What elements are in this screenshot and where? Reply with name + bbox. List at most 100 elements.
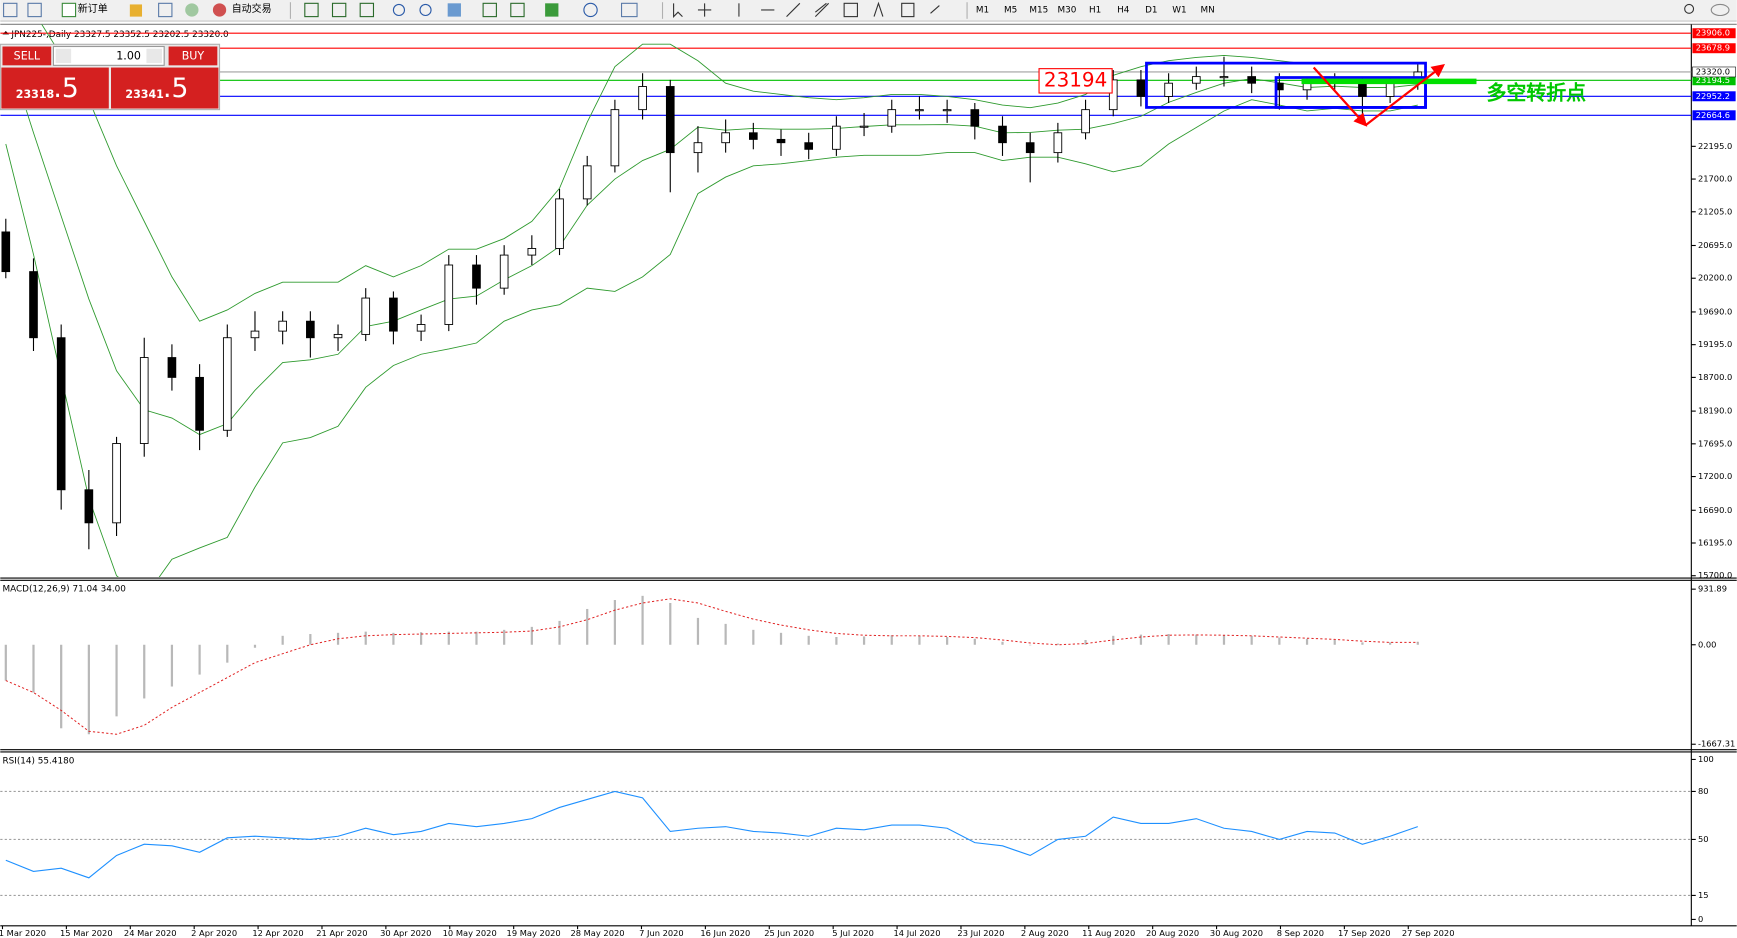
macd-bar xyxy=(1250,635,1253,645)
y-tick-label: 17695.0 xyxy=(1698,438,1732,448)
macd-bar xyxy=(1001,641,1004,645)
x-tick-label: 2 Apr 2020 xyxy=(191,928,237,938)
current-price-label: 23320.0 xyxy=(1696,66,1730,76)
auto-trading-button[interactable]: 自动交易 xyxy=(232,2,272,15)
y-tick-label: 15 xyxy=(1698,890,1709,900)
icon[interactable] xyxy=(901,2,915,18)
candle-body xyxy=(499,254,509,289)
icon[interactable] xyxy=(786,2,801,18)
y-tick-label: 22195.0 xyxy=(1698,141,1732,151)
bid-button[interactable] xyxy=(1,67,109,109)
icon[interactable] xyxy=(212,3,227,17)
candle-body xyxy=(195,376,204,431)
sell-button[interactable] xyxy=(2,46,52,66)
lots-up[interactable] xyxy=(146,48,162,64)
x-tick-label: 10 May 2020 xyxy=(443,928,497,938)
macd-bar xyxy=(1388,642,1392,645)
icon[interactable] xyxy=(158,2,173,18)
icon[interactable] xyxy=(359,2,375,18)
timeframe-button[interactable]: H1 xyxy=(1089,5,1101,15)
timeframe-button[interactable]: M5 xyxy=(1004,5,1017,15)
candle-body xyxy=(306,320,315,339)
icon[interactable] xyxy=(930,5,940,14)
macd-bar xyxy=(807,635,810,645)
search-icon[interactable] xyxy=(1684,3,1695,14)
macd-bar xyxy=(503,629,506,645)
ask-main[interactable]: 23341 xyxy=(125,88,164,101)
level-label: 23678.9 xyxy=(1696,43,1730,53)
candle-body xyxy=(610,109,620,167)
icon[interactable] xyxy=(447,3,461,17)
x-tick-label: 27 Sep 2020 xyxy=(1402,928,1455,938)
icon[interactable] xyxy=(873,1,884,17)
icon[interactable] xyxy=(814,2,830,18)
timeframe-button[interactable]: W1 xyxy=(1172,5,1186,15)
price-box xyxy=(1038,68,1113,94)
macd-bar xyxy=(143,644,146,699)
icon[interactable] xyxy=(673,3,683,18)
icon[interactable] xyxy=(129,4,143,17)
icon[interactable] xyxy=(545,3,559,17)
bid-main[interactable]: 23318 xyxy=(16,88,55,101)
candle-body xyxy=(56,337,66,491)
chat-icon[interactable] xyxy=(1710,3,1730,17)
icon[interactable] xyxy=(3,2,18,18)
candle-body xyxy=(1025,142,1035,154)
macd-bar xyxy=(918,635,921,645)
buy-button[interactable] xyxy=(168,46,218,66)
level-label: 23906.0 xyxy=(1696,28,1730,38)
sell-label[interactable]: SELL xyxy=(14,49,41,62)
buy-label[interactable]: BUY xyxy=(182,49,205,62)
new-order-button[interactable]: 新订单 xyxy=(78,2,108,15)
lots-down[interactable] xyxy=(55,48,72,64)
icon[interactable] xyxy=(419,3,432,17)
timeframe-button[interactable]: M15 xyxy=(1029,5,1048,15)
timeframe-button[interactable]: H4 xyxy=(1117,5,1130,15)
timeframe-button[interactable]: MN xyxy=(1200,5,1214,15)
timeframe-button[interactable]: M30 xyxy=(1058,5,1077,15)
candle-body xyxy=(1053,132,1063,154)
bid-fraction[interactable]: .5 xyxy=(53,73,78,104)
bollinger-upper xyxy=(41,24,1418,322)
macd-bar xyxy=(558,620,561,645)
candle-body xyxy=(1191,76,1201,84)
candle-body xyxy=(555,198,564,249)
icon[interactable] xyxy=(27,2,42,18)
icon[interactable] xyxy=(185,3,199,17)
ask-fraction[interactable]: .5 xyxy=(163,73,188,104)
candle-body xyxy=(804,142,814,150)
candle-body xyxy=(1247,76,1256,84)
macd-bar xyxy=(696,617,700,645)
icon[interactable] xyxy=(304,2,319,18)
icon[interactable] xyxy=(61,2,77,18)
icon[interactable] xyxy=(510,2,525,18)
range-box xyxy=(1145,61,1427,109)
icon[interactable] xyxy=(697,3,712,17)
bollinger-middle xyxy=(5,45,1418,436)
macd-bar xyxy=(973,638,976,645)
macd-bar xyxy=(1029,644,1032,646)
one-click-trading xyxy=(0,43,221,111)
macd-bar xyxy=(1056,643,1059,645)
icon[interactable] xyxy=(392,3,406,17)
candle-body xyxy=(29,271,38,339)
icon[interactable] xyxy=(583,2,598,18)
level-label: 23194.5 xyxy=(1696,75,1730,85)
macd-bar xyxy=(641,595,644,645)
lots-value[interactable]: 1.00 xyxy=(116,49,141,62)
x-tick-label: 14 Jul 2020 xyxy=(894,928,941,938)
candle-body xyxy=(361,297,371,335)
icon[interactable] xyxy=(620,2,638,18)
ask-button[interactable] xyxy=(111,67,219,109)
x-tick-label: 1 Mar 2020 xyxy=(0,928,46,938)
candle-body xyxy=(1219,76,1229,79)
icon[interactable] xyxy=(843,2,858,18)
icon[interactable] xyxy=(482,2,497,18)
icon[interactable] xyxy=(331,2,347,18)
candle-body xyxy=(527,248,537,256)
lots-input[interactable] xyxy=(52,45,165,66)
macd-bar xyxy=(87,644,90,735)
candle-body xyxy=(1081,109,1090,134)
timeframe-button[interactable]: M1 xyxy=(976,5,989,15)
timeframe-button[interactable]: D1 xyxy=(1145,5,1157,15)
